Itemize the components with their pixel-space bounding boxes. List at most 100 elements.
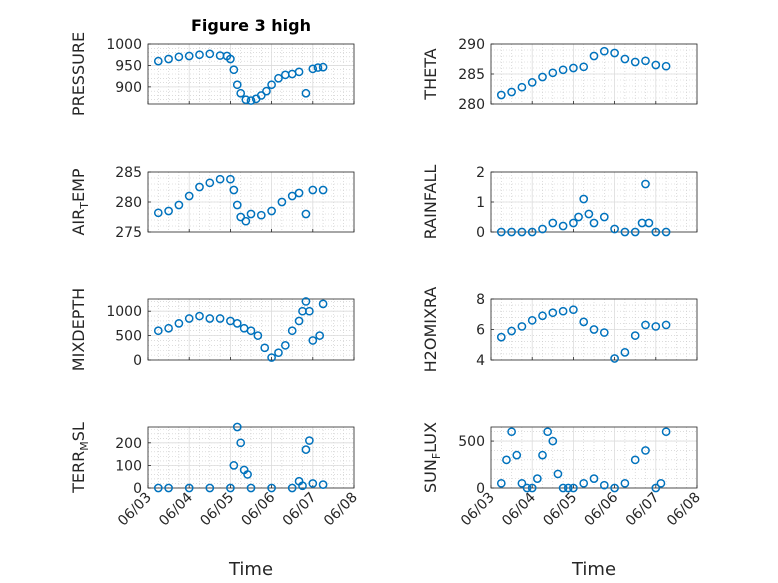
y-axis-label: TERRMSL — [69, 422, 91, 494]
data-point — [229, 65, 239, 75]
data-point — [305, 436, 314, 445]
data-point — [579, 62, 589, 72]
data-point — [315, 331, 325, 340]
y-axis-label: MIXDEPTH — [69, 288, 88, 371]
data-point — [184, 314, 194, 323]
y-tick-label: 275 — [115, 225, 142, 241]
data-point — [569, 63, 578, 73]
data-point — [313, 63, 323, 72]
data-point — [267, 353, 276, 362]
data-point — [496, 227, 506, 237]
data-point — [246, 209, 256, 219]
data-point — [153, 483, 163, 493]
data-point — [538, 224, 547, 234]
data-point — [496, 478, 506, 488]
data-point — [226, 174, 235, 184]
data-point — [280, 341, 290, 350]
y-tick-label: 100 — [115, 458, 142, 474]
y-tick-label: 285 — [458, 67, 485, 83]
data-point — [661, 227, 671, 237]
data-point — [153, 208, 163, 218]
data-point — [543, 427, 553, 437]
x-axis-label-left: Time — [228, 559, 273, 580]
data-point — [301, 209, 311, 219]
data-point — [579, 478, 589, 488]
data-point — [661, 61, 671, 71]
data-point — [287, 191, 297, 201]
y-axis-label-rest: EMP — [69, 168, 88, 202]
data-point — [644, 218, 654, 228]
data-point — [260, 343, 270, 353]
y-tick-label: 1000 — [106, 37, 142, 53]
data-point — [301, 88, 311, 98]
y-axis-label: THETA — [421, 48, 440, 100]
data-point — [274, 73, 283, 83]
y-tick-label: 1 — [476, 195, 485, 211]
data-point — [215, 174, 225, 184]
data-point — [232, 200, 242, 210]
data-point — [651, 60, 661, 70]
data-point — [538, 450, 547, 460]
data-point — [184, 51, 194, 61]
data-point — [517, 478, 527, 488]
data-point — [308, 336, 318, 345]
data-point — [641, 179, 650, 189]
data-point — [236, 88, 246, 98]
y-tick-label: 280 — [115, 195, 142, 211]
data-point — [256, 210, 266, 220]
data-point — [205, 483, 215, 493]
data-point — [548, 218, 558, 228]
data-point — [620, 54, 630, 64]
data-point — [553, 469, 563, 479]
data-point — [232, 319, 242, 328]
data-point — [630, 455, 640, 465]
data-point — [599, 480, 609, 490]
y-tick-label: 0 — [133, 353, 142, 369]
y-tick-label: 8 — [476, 292, 485, 308]
data-point — [569, 305, 578, 315]
y-tick-label: 900 — [115, 80, 142, 96]
data-point — [599, 212, 609, 222]
y-axis-label: H2OMIXRA — [421, 287, 440, 373]
data-point — [294, 316, 304, 326]
data-point — [522, 483, 532, 493]
data-point — [236, 438, 246, 448]
y-tick-label: 500 — [458, 434, 485, 450]
data-point — [579, 194, 589, 204]
data-point — [610, 483, 619, 493]
y-tick-label: 0 — [133, 481, 142, 497]
data-point — [184, 191, 194, 201]
y-tick-label: 6 — [476, 323, 485, 339]
data-point — [174, 200, 184, 210]
data-point — [656, 478, 666, 488]
data-point — [205, 178, 215, 188]
y-axis-label-rest: SL — [69, 422, 88, 441]
data-point — [267, 80, 276, 90]
data-point — [661, 320, 671, 330]
y-axis-label-main: RAINFALL — [421, 165, 440, 240]
data-point — [195, 182, 204, 192]
y-axis-label-subscript: M — [78, 441, 91, 451]
data-point — [517, 322, 527, 331]
data-point — [527, 78, 537, 87]
data-point — [287, 326, 297, 336]
data-point — [318, 185, 328, 195]
y-tick-label: 0 — [476, 225, 485, 241]
data-point — [651, 322, 661, 331]
y-axis-label: SUNFLUX — [421, 422, 443, 493]
data-point — [496, 332, 506, 342]
data-point — [308, 64, 318, 74]
data-point — [229, 461, 239, 470]
figure-title: Figure 3 high — [191, 16, 311, 35]
y-tick-label: 200 — [115, 436, 142, 452]
data-point — [274, 348, 283, 358]
data-point — [548, 436, 558, 446]
data-point — [318, 62, 328, 72]
data-point — [558, 65, 568, 75]
data-point — [548, 308, 558, 318]
data-point — [164, 54, 173, 64]
data-point — [584, 209, 594, 219]
data-point — [153, 326, 163, 336]
